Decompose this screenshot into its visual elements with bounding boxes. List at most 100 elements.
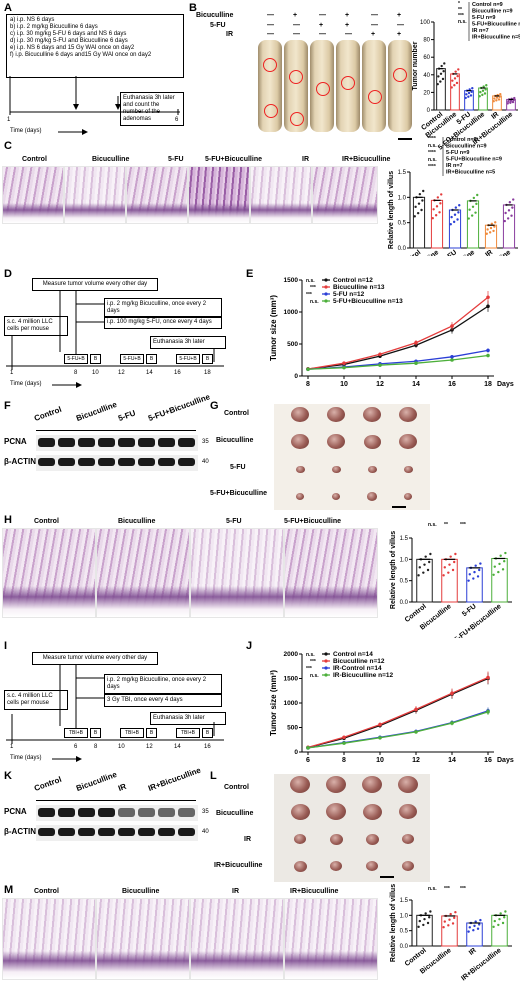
row-label: 5-FU+Bicuculline [210,490,267,497]
tick: 1 [10,744,14,750]
data-point [449,555,452,558]
protocol-step: a) i.p. NS 6 days [10,17,55,23]
lane-group-label: IR [116,781,128,793]
data-point [506,102,509,105]
tick: 14 [174,744,181,750]
data-point [476,927,480,930]
y-tick-label: 1.0 [400,913,409,919]
significance-label: n.s. [428,886,437,892]
histology-image [190,898,284,980]
x-axis-label: Days [497,381,514,388]
data-point [443,566,446,569]
data-point [484,88,487,91]
blot-band [118,808,135,817]
data-point [486,353,490,358]
blot-band [38,458,55,466]
intestine-photo [310,40,334,132]
data-point [492,573,495,576]
data-point [507,100,510,103]
row-label: IR [244,836,251,843]
panel-label-d: D [4,268,12,280]
schedule-box: TBI+B [120,728,144,738]
data-point [498,562,501,566]
data-point [448,563,451,566]
data-point [486,304,490,309]
data-point [475,202,478,206]
row-label: Control [224,784,249,791]
tumor-sample [294,834,306,845]
data-point [513,96,516,100]
treatment-box: i.p. 2 mg/kg Bicuculline, once every 2 d… [104,298,222,318]
group-divider [36,800,196,801]
data-point [467,91,471,95]
group-divider [36,430,196,431]
histology-image [190,528,284,618]
data-point [492,100,495,103]
data-point [450,86,453,89]
data-point [437,75,440,78]
x-tick-label: IR [490,111,500,121]
data-point [428,916,431,919]
significance-label: **** [428,150,436,156]
y-axis-label: Relative length of villus [390,884,397,962]
data-point [495,99,498,102]
data-point [452,220,456,224]
panel-label-j: J [246,640,253,652]
row-label: Bicuculline [216,810,254,817]
data-point [450,721,454,725]
x-tick-label: 14 [448,757,456,764]
scale-bar [392,506,406,508]
y-axis-label: Relative length of villus [388,171,395,249]
significance-label: n.s. [306,278,315,284]
intestine-photo [258,40,282,132]
data-point [506,217,510,220]
legend-marker [324,285,328,289]
protocol-step: c) i.p. 30 mg/kg 5-FU 6 days and NS 6 da… [10,31,127,37]
data-point [482,85,485,88]
data-point [306,746,310,750]
image-label: Bicuculline [122,888,160,895]
data-point [453,213,457,216]
data-point [439,72,443,76]
mw-marker: 35 [202,439,209,445]
time-axis-label: Time (days) [10,755,42,761]
significance-label: * [458,1,460,7]
data-point [473,924,476,928]
treatment-sign: + [319,22,324,29]
data-point [378,363,382,367]
image-label: IR+Bicuculline [290,888,339,895]
data-point [472,928,475,932]
data-point [451,922,455,925]
legend-entry: Control n=9 [472,2,503,8]
x-tick-label: 12 [412,757,420,764]
data-point [468,208,471,211]
data-point [503,916,506,919]
legend-entry: IR n=7 [446,163,463,169]
tick-end: 6 [175,117,179,123]
data-point [488,231,492,234]
series-line [307,354,489,370]
data-point [418,566,421,569]
measure-box: Measure tumor volume every other day [32,652,158,665]
data-point [474,211,477,214]
data-point [504,910,507,913]
data-point [470,90,473,94]
data-point [422,923,425,927]
legend-entry: 5-FU+Bicuculline n=13 [333,298,403,305]
row-label: 5-FU [230,464,246,471]
data-point [378,735,382,740]
data-point [450,215,453,219]
mw-marker: 35 [202,809,209,815]
data-point [449,223,452,226]
x-tick-label: 8 [306,381,310,388]
tumor-sample [363,407,381,423]
protocol-step: e) i.p. NS 6 days and 15 Gy WAI once on … [10,45,135,51]
image-label: IR [302,156,309,163]
y-tick-label: 0.5 [398,221,407,227]
x-tick-label: 10 [340,381,348,388]
panel-label-g: G [210,400,219,412]
data-point [417,925,420,929]
time-axis-label: Time (days) [10,128,42,134]
measure-box: Measure tumor volume every other day [32,278,158,291]
data-point [498,917,501,921]
